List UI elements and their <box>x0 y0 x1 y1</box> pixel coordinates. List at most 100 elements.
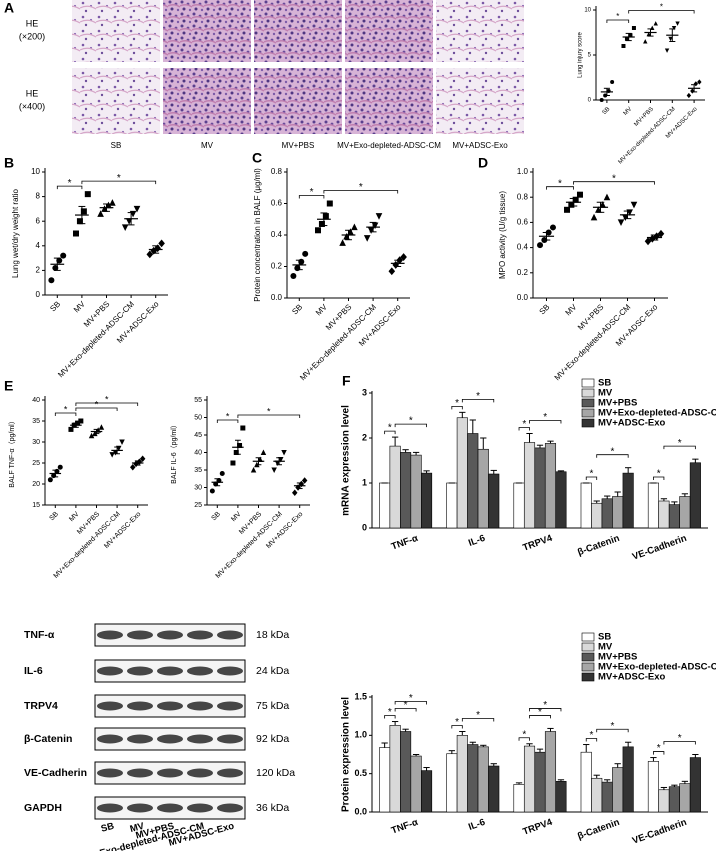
panel-label: E <box>4 378 13 394</box>
y-tick-label: 25 <box>32 460 40 467</box>
data-point <box>375 213 383 220</box>
significance-bracket <box>653 751 665 755</box>
x-tick-label: SB <box>48 300 62 314</box>
data-point <box>139 455 146 463</box>
blot-band <box>127 734 153 744</box>
legend-swatch <box>581 632 595 642</box>
data-point <box>290 272 297 279</box>
histology-image <box>436 68 524 134</box>
bar <box>544 443 557 529</box>
bar <box>456 735 468 813</box>
significance-bracket <box>461 398 495 403</box>
y-tick-label: 0 <box>588 98 592 104</box>
legend-label: MV+ADSC-Exo <box>598 672 665 683</box>
y-tick-label: 2 <box>362 432 367 442</box>
blot-protein-label: TNF-α <box>24 629 55 641</box>
y-tick-label: 0.4 <box>271 230 283 239</box>
data-point <box>628 33 633 38</box>
significance-label: * <box>610 446 614 457</box>
significance-label: * <box>95 399 99 409</box>
data-point <box>664 48 670 53</box>
x-tick-label: β-Catenin <box>576 533 621 558</box>
bar <box>523 442 536 529</box>
significance-bracket <box>461 718 495 722</box>
bar <box>534 447 546 529</box>
y-axis-label: Protein concentration in BALF (μg/ml) <box>253 168 262 302</box>
blot-band <box>157 666 183 676</box>
bar <box>400 452 412 529</box>
x-tick-label: SB <box>210 511 222 523</box>
significance-label: * <box>612 173 616 184</box>
significance-label: * <box>590 469 594 480</box>
x-tick-label: MV+PBS <box>633 106 655 128</box>
significance-bracket <box>529 420 562 424</box>
data-point <box>617 219 625 226</box>
data-point <box>622 214 629 221</box>
legend-label: SB <box>598 632 611 643</box>
y-axis-label: BALF IL-6（pg/ml） <box>170 421 178 484</box>
data-point <box>610 80 615 84</box>
significance-bracket <box>628 10 695 14</box>
data-point <box>322 213 329 220</box>
data-point <box>690 88 695 94</box>
data-point <box>568 201 575 208</box>
row-label-stain: HE <box>26 88 39 98</box>
x-tick-label: TRPV4 <box>521 533 554 554</box>
blot-size-label: 24 kDa <box>256 665 289 677</box>
significance-label: * <box>68 178 72 189</box>
y-tick-label: 6 <box>36 216 41 225</box>
data-point <box>603 193 611 201</box>
significance-bracket <box>451 405 463 410</box>
data-point <box>599 98 604 102</box>
bar <box>446 482 458 529</box>
significance-bracket <box>237 414 301 418</box>
data-point <box>301 477 308 484</box>
bar <box>410 454 422 529</box>
x-tick-label: SB <box>48 511 60 523</box>
bar <box>679 783 691 813</box>
significance-bracket <box>529 708 562 712</box>
y-axis-label: MPO activity (U/g tissue) <box>498 191 507 279</box>
data-point <box>302 250 309 257</box>
x-tick-label: SB <box>537 303 551 317</box>
blot-size-label: 36 kDa <box>256 802 289 814</box>
legend-swatch <box>581 642 595 652</box>
significance-bracket <box>451 725 463 729</box>
blot-band <box>97 666 123 676</box>
significance-label: * <box>359 182 363 193</box>
x-tick-label: MV+ADSC-Exo <box>103 511 142 550</box>
data-point <box>590 213 598 221</box>
bar <box>523 745 536 813</box>
x-tick-label: MV <box>230 511 243 524</box>
significance-label: * <box>64 404 68 414</box>
legend-label: SB <box>598 378 611 389</box>
significance-bracket <box>518 427 530 431</box>
significance-label: * <box>522 419 526 430</box>
bar <box>488 765 500 813</box>
histology-image <box>254 68 342 134</box>
y-tick-label: 4 <box>36 241 41 250</box>
blot-lane-label: SB <box>100 821 116 835</box>
bar <box>389 725 401 813</box>
bar <box>647 761 659 813</box>
y-tick-label: 20 <box>32 481 40 488</box>
significance-label: * <box>226 411 230 421</box>
data-point <box>146 250 154 259</box>
significance-label: * <box>388 707 392 718</box>
significance-label: * <box>388 423 392 434</box>
blot-band <box>97 630 123 640</box>
significance-label: * <box>610 721 614 732</box>
blot-band <box>127 803 153 813</box>
blot-band <box>187 803 213 813</box>
panel-label: B <box>4 155 14 171</box>
data-point <box>599 201 606 208</box>
data-point <box>271 467 277 473</box>
bar <box>555 471 567 529</box>
y-tick-label: 35 <box>32 418 40 425</box>
x-tick-label: VE-Cadherin <box>631 817 689 847</box>
y-tick-label: 40 <box>194 449 202 456</box>
data-point <box>326 200 333 207</box>
data-point <box>671 26 677 31</box>
